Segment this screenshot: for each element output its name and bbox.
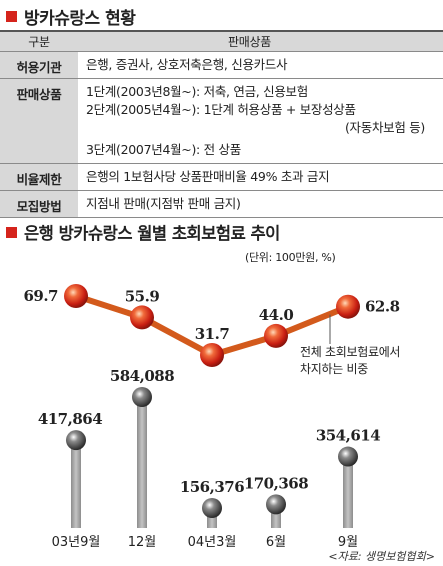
table-row: 허용기관 은행, 증권사, 상호저축은행, 신용카드사 [0, 51, 443, 79]
row-key: 비율제한 [0, 163, 78, 191]
bar-stem [71, 440, 81, 528]
line-point [130, 305, 154, 330]
table-row: 판매상품 1단계(2003년8월~): 저축, 연금, 신용보험 2단계(200… [0, 78, 443, 164]
table-row: 비율제한 은행의 1보험사당 상품판매비율 49% 초과 금지 [0, 163, 443, 191]
row-value: 1단계(2003년8월~): 저축, 연금, 신용보험 2단계(2005년4월~… [78, 78, 443, 164]
source-note: <자료: 생명보험협회> [328, 550, 435, 563]
row-line: (자동차보험 등) [344, 120, 425, 135]
unit-label: (단위: 100만원, %) [245, 251, 336, 264]
bar-value-label: 417,864 [38, 410, 102, 428]
row-line: 3단계(2007년4월~): 전 상품 [86, 142, 241, 157]
line-series-note: 전체 초회보험료에서 차지하는 비중 [300, 344, 400, 378]
row-value: 지점내 판매(지점밖 판매 금지) [78, 190, 443, 218]
bars-layer: 417,864 584,088 156,376 170,368 354,614 [38, 367, 381, 528]
row-line: 2단계(2005년4월~): 1단계 허용상품 + 보장성상품 [86, 102, 356, 117]
line-value-label: 55.9 [125, 287, 160, 305]
x-tick-label: 6월 [266, 535, 286, 550]
section1-title-text: 방카슈랑스 현황 [24, 9, 136, 29]
row-value: 은행, 증권사, 상호저축은행, 신용카드사 [78, 51, 443, 79]
row-key: 모집방법 [0, 190, 78, 218]
bar-value-label: 170,368 [244, 474, 308, 492]
line-note-2: 차지하는 비중 [300, 362, 368, 376]
x-tick-label: 12월 [128, 535, 157, 550]
x-tick-label: 03년9월 [52, 535, 101, 550]
table-row: 모집방법 지점내 판매(지점밖 판매 금지) [0, 190, 443, 218]
bar-stem [137, 397, 147, 528]
x-tick-label: 9월 [338, 535, 358, 550]
bar-pin-head [66, 430, 86, 451]
bar-stem [343, 456, 353, 528]
row-key: 판매상품 [0, 78, 78, 164]
bar-value-label: 584,088 [110, 367, 174, 385]
bar-pin-head [338, 446, 358, 467]
line-value-label: 69.7 [23, 287, 58, 305]
line-value-label: 62.8 [365, 298, 400, 316]
line-note-1: 전체 초회보험료에서 [300, 345, 401, 359]
bar-pin-head [202, 498, 222, 518]
header-value: 판매상품 [78, 30, 443, 52]
line-value-label: 31.7 [195, 325, 230, 343]
section1-title: 방카슈랑스 현황 [6, 4, 136, 29]
bar-value-label: 354,614 [316, 427, 380, 445]
row-line: 1단계(2003년8월~): 저축, 연금, 신용보험 [86, 84, 308, 99]
bar-stem [271, 504, 281, 528]
bar-pin-head [266, 494, 286, 515]
row-value: 은행의 1보험사당 상품판매비율 49% 초과 금지 [78, 163, 443, 191]
line-layer: 69.7 55.9 31.7 44.0 62.8 [23, 284, 400, 367]
x-tick-label: 04년3월 [188, 535, 237, 550]
row-key: 허용기관 [0, 51, 78, 79]
bar-pin-head [132, 387, 152, 407]
line-point [336, 294, 360, 319]
x-labels-layer: 03년9월 12월 04년3월 6월 9월 [52, 535, 358, 550]
table-header-row: 구분 판매상품 [0, 30, 443, 52]
line-point [200, 343, 224, 367]
red-square-icon [6, 11, 17, 22]
line-point [264, 323, 288, 348]
line-point [64, 284, 88, 308]
section2-title: 은행 방카슈랑스 월별 초회보험료 추이 [6, 220, 280, 244]
section2-title-text: 은행 방카슈랑스 월별 초회보험료 추이 [24, 224, 280, 243]
line-value-label: 44.0 [259, 306, 294, 324]
bar-value-label: 156,376 [180, 478, 244, 496]
header-key: 구분 [0, 30, 78, 52]
bancassurance-table: 구분 판매상품 허용기관 은행, 증권사, 상호저축은행, 신용카드사 판매상품… [0, 30, 443, 218]
red-square-icon [6, 226, 17, 238]
